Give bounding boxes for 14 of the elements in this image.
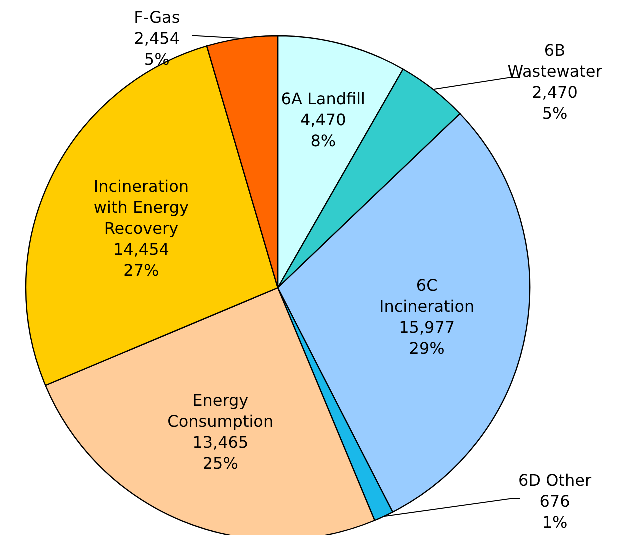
slice-label: Incineration with Energy Recovery: [94, 177, 189, 238]
data-label: 13,465 25%: [192, 432, 249, 473]
slice-label: 6A Landfill: [281, 90, 366, 109]
data-label: 4,470 8%: [300, 110, 346, 151]
data-label: 2,470 5%: [532, 82, 578, 123]
slice-label: F-Gas: [134, 8, 180, 27]
data-label: 2,454 5%: [134, 29, 180, 69]
slice-label: 6B Wastewater: [508, 40, 603, 81]
data-label: 15,977 29%: [399, 318, 456, 358]
slice-label: 6C Incineration: [380, 276, 475, 316]
data-label: 14,454 27%: [113, 240, 170, 280]
data-label: 676 1%: [540, 492, 570, 532]
slice-label: Energy Consumption: [168, 390, 274, 431]
slice-label: 6D Other: [518, 471, 592, 490]
